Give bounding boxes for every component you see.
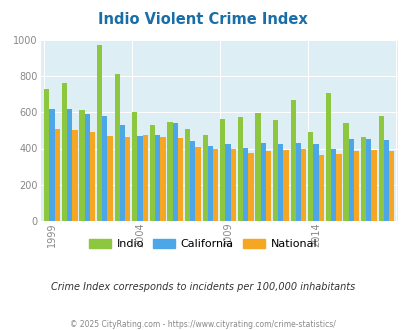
Bar bbox=[260, 143, 265, 221]
Text: Indio Violent Crime Index: Indio Violent Crime Index bbox=[98, 12, 307, 26]
Bar bbox=[348, 139, 353, 221]
Bar bbox=[84, 114, 90, 221]
Bar bbox=[265, 151, 271, 221]
Bar bbox=[272, 120, 277, 221]
Bar bbox=[62, 83, 67, 221]
Text: © 2025 CityRating.com - https://www.cityrating.com/crime-statistics/: © 2025 CityRating.com - https://www.city… bbox=[70, 320, 335, 329]
Bar bbox=[177, 138, 183, 221]
Bar bbox=[325, 93, 330, 221]
Bar bbox=[225, 144, 230, 221]
Bar bbox=[248, 153, 253, 221]
Bar bbox=[237, 117, 243, 221]
Bar bbox=[230, 148, 235, 221]
Bar bbox=[371, 150, 376, 221]
Bar bbox=[283, 150, 288, 221]
Bar bbox=[207, 146, 213, 221]
Bar bbox=[160, 137, 165, 221]
Bar bbox=[184, 128, 190, 221]
Bar bbox=[213, 149, 218, 221]
Bar bbox=[388, 151, 393, 221]
Bar bbox=[125, 137, 130, 221]
Bar bbox=[102, 116, 107, 221]
Bar bbox=[202, 135, 207, 221]
Bar bbox=[318, 155, 323, 221]
Bar bbox=[353, 151, 358, 221]
Bar bbox=[79, 110, 84, 221]
Bar bbox=[72, 130, 77, 221]
Bar bbox=[44, 88, 49, 221]
Bar bbox=[295, 143, 301, 221]
Bar bbox=[277, 144, 283, 221]
Bar bbox=[142, 135, 147, 221]
Bar bbox=[67, 110, 72, 221]
Bar bbox=[290, 100, 295, 221]
Bar bbox=[149, 125, 155, 221]
Bar bbox=[335, 154, 341, 221]
Bar bbox=[313, 144, 318, 221]
Bar bbox=[132, 112, 137, 221]
Bar bbox=[119, 125, 125, 221]
Bar bbox=[137, 136, 142, 221]
Bar bbox=[383, 140, 388, 221]
Bar bbox=[49, 109, 55, 221]
Bar bbox=[114, 74, 119, 221]
Bar bbox=[90, 132, 95, 221]
Bar bbox=[343, 123, 348, 221]
Bar bbox=[155, 135, 160, 221]
Bar bbox=[330, 149, 335, 221]
Bar bbox=[365, 139, 371, 221]
Bar bbox=[172, 123, 177, 221]
Bar bbox=[55, 128, 60, 221]
Bar bbox=[190, 141, 195, 221]
Legend: Indio, California, National: Indio, California, National bbox=[84, 234, 321, 253]
Bar bbox=[243, 148, 248, 221]
Bar bbox=[195, 147, 200, 221]
Bar bbox=[167, 122, 172, 221]
Bar bbox=[107, 136, 113, 221]
Bar bbox=[220, 118, 225, 221]
Bar bbox=[360, 137, 365, 221]
Bar bbox=[97, 45, 102, 221]
Bar bbox=[301, 149, 306, 221]
Text: Crime Index corresponds to incidents per 100,000 inhabitants: Crime Index corresponds to incidents per… bbox=[51, 282, 354, 292]
Bar bbox=[377, 116, 383, 221]
Bar bbox=[255, 113, 260, 221]
Bar bbox=[307, 132, 313, 221]
